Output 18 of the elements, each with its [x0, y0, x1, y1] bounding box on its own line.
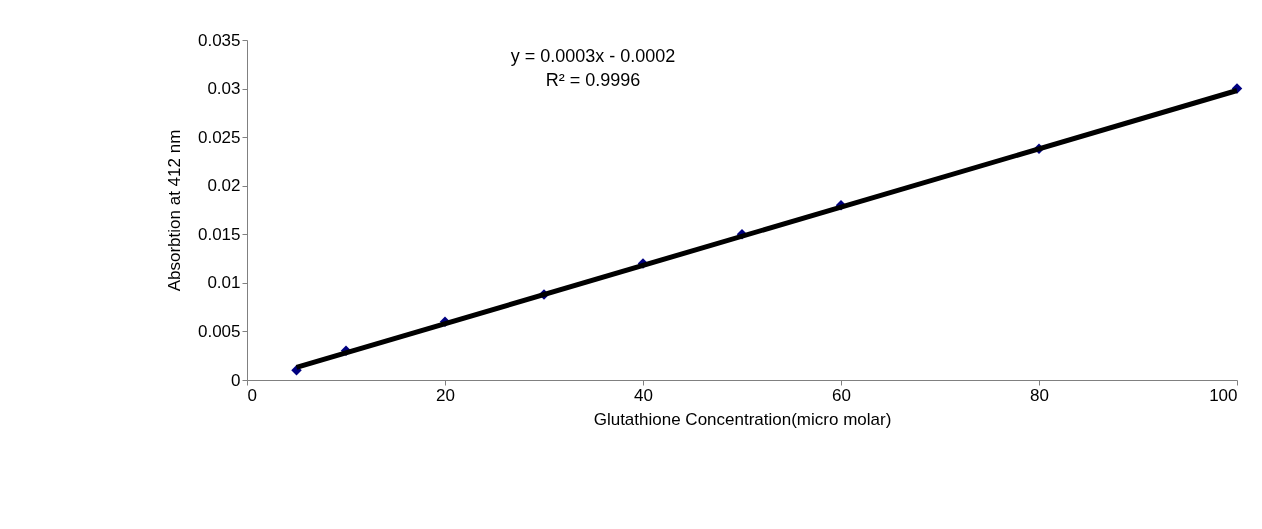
y-tick-label: 0.03: [207, 79, 241, 99]
x-tick-label: 0: [247, 385, 257, 405]
y-tick-label: 0.015: [197, 224, 241, 244]
x-tick-label: 100: [1209, 385, 1238, 405]
y-tick-label: 0.025: [197, 127, 241, 147]
x-tick-label: 60: [832, 385, 851, 405]
x-tick-label: 40: [634, 385, 653, 405]
annotation: R² = 0.9996: [545, 70, 641, 90]
x-tick-label: 20: [436, 385, 455, 405]
y-tick-label: 0.035: [197, 30, 241, 50]
y-axis-title: Absorbtion at 412 nm: [164, 129, 184, 292]
y-tick-label: 0.02: [207, 176, 241, 196]
y-tick-label: 0: [231, 370, 241, 390]
y-tick-label: 0.01: [207, 273, 241, 293]
x-axis-title: Glutathione Concentration(micro molar): [593, 409, 892, 429]
x-tick-label: 80: [1030, 385, 1049, 405]
annotation: y = 0.0003x - 0.0002: [510, 46, 676, 66]
y-tick-label: 0.005: [197, 321, 241, 341]
